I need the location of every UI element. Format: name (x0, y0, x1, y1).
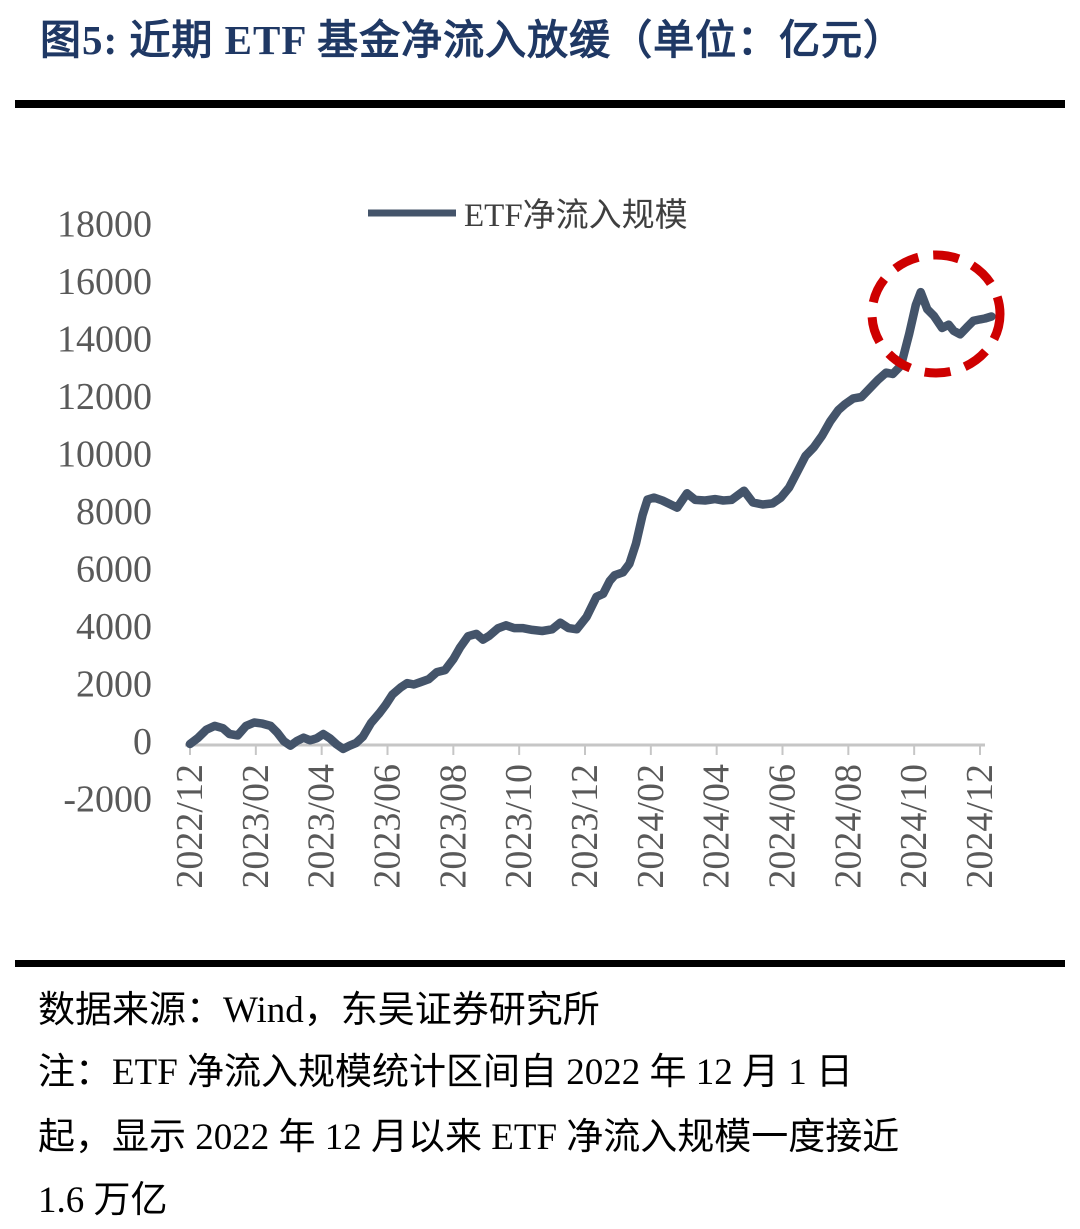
y-axis-tick-label: 4000 (76, 606, 152, 648)
x-axis-tick-label: 2023/08 (432, 764, 474, 889)
x-axis-tick-label: 2023/02 (235, 764, 277, 889)
y-axis-tick-label: 6000 (76, 549, 152, 591)
x-axis-tick-label: 2022/12 (169, 764, 211, 889)
x-axis-tick-label: 2024/06 (762, 764, 804, 889)
x-axis-tick-label: 2024/02 (630, 764, 672, 889)
footer-divider-rule (15, 960, 1065, 967)
y-axis-tick-label: 16000 (57, 261, 152, 303)
peak-highlight-dashed-circle (867, 250, 1005, 378)
y-axis-tick-label: 8000 (76, 491, 152, 533)
x-axis-tick-label: 2023/06 (367, 764, 409, 889)
x-axis-tick-label: 2024/12 (959, 764, 1001, 889)
y-axis-tick-label: 12000 (57, 376, 152, 418)
etf-net-inflow-series-line (185, 287, 996, 754)
figure-title: 图5: 近期 ETF 基金净流入放缓（单位：亿元） (40, 17, 906, 63)
y-axis-tick-label: -2000 (63, 779, 152, 821)
y-axis-tick-label: 18000 (57, 204, 152, 246)
x-axis-tick-label: 2024/04 (696, 764, 738, 889)
y-axis-tick-label: 0 (133, 721, 152, 763)
y-axis-tick-label: 2000 (76, 664, 152, 706)
x-axis-tick-label: 2023/04 (301, 764, 343, 889)
x-axis-tick-label: 2023/10 (498, 764, 540, 889)
x-axis-tick-label: 2024/08 (827, 764, 869, 889)
footer-note-line-2: 起，显示 2022 年 12 月以来 ETF 净流入规模一度接近 (38, 1117, 900, 1158)
x-axis-labels: 2022/12 2023/02 2023/04 2023/06 2023/08 2023/… (169, 764, 1001, 889)
x-axis (185, 743, 985, 755)
y-axis-tick-label: 14000 (57, 319, 152, 361)
y-axis-tick-label: 10000 (57, 434, 152, 476)
y-axis-labels: 18000 16000 14000 12000 10000 8000 6000 4000 200… (57, 204, 152, 821)
legend-label: ETF净流入规模 (464, 197, 688, 234)
title-divider-rule (15, 100, 1065, 108)
x-axis-tick-label: 2024/10 (893, 764, 935, 889)
footer-note-line-3: 1.6 万亿 (38, 1180, 168, 1221)
footer-note-line-1: 注：ETF 净流入规模统计区间自 2022 年 12 月 1 日 (38, 1052, 854, 1093)
data-source-line: 数据来源：Wind，东吴证券研究所 (38, 990, 600, 1031)
x-axis-tick-label: 2023/12 (564, 764, 606, 889)
